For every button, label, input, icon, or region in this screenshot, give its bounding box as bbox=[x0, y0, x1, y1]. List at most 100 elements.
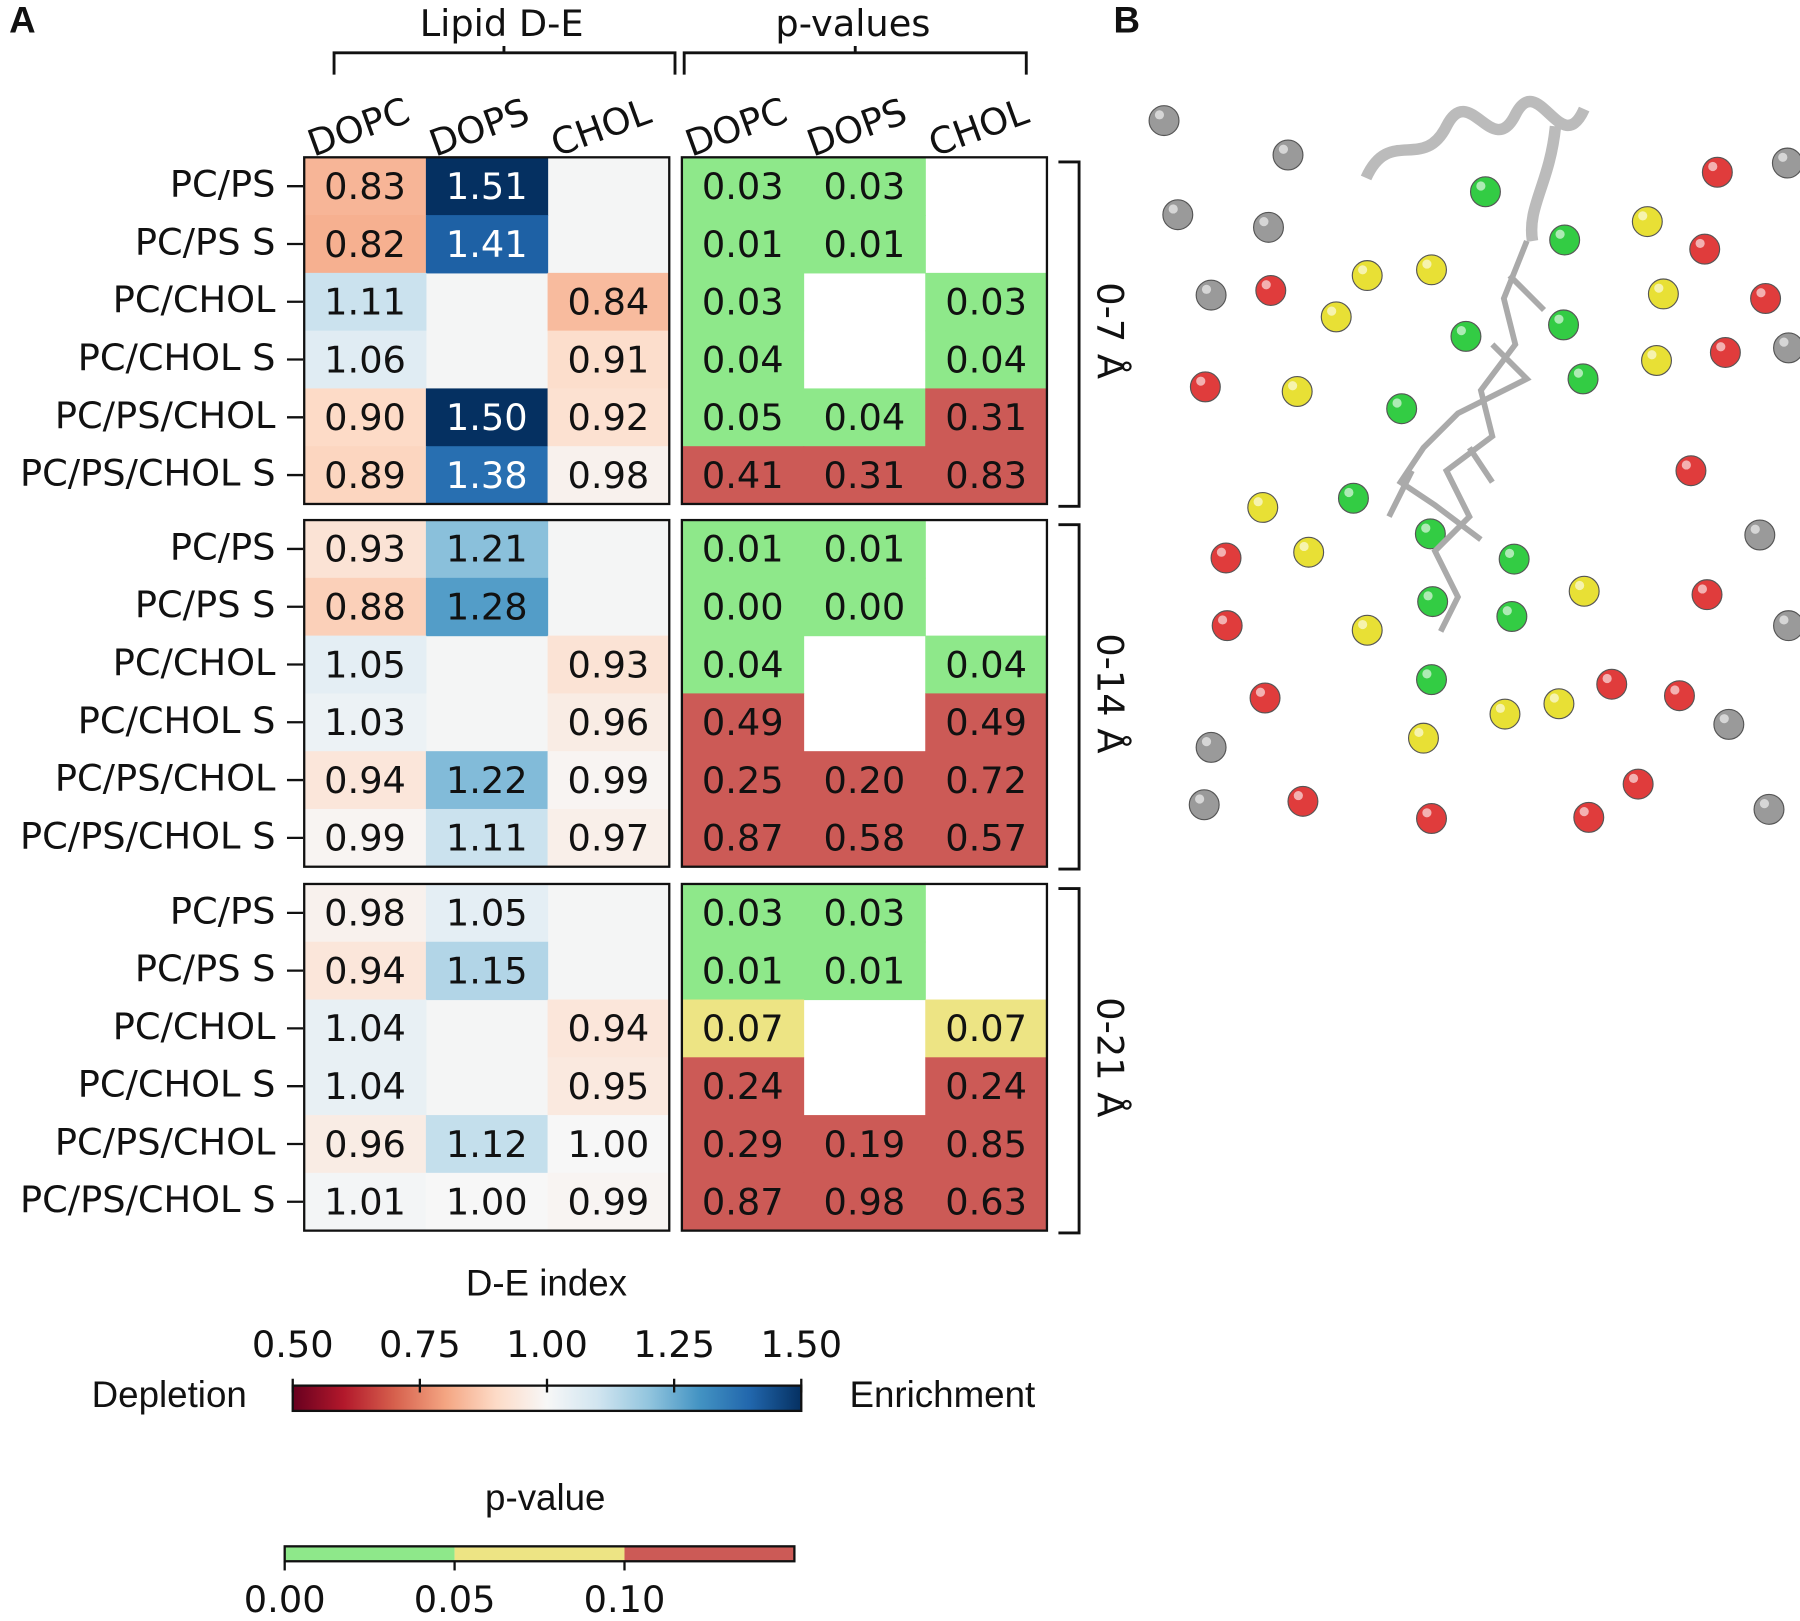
p-label: 0.04 bbox=[702, 643, 784, 686]
colorbar-frame bbox=[283, 1545, 796, 1563]
de-label: 0.83 bbox=[324, 165, 406, 208]
panel-label: B bbox=[1114, 0, 1141, 41]
de-label: 1.12 bbox=[446, 1123, 528, 1166]
p-cell bbox=[681, 577, 805, 637]
heatmap-frame bbox=[680, 156, 1049, 506]
sphere bbox=[1596, 668, 1628, 700]
column-label: DOPS bbox=[801, 90, 912, 166]
de-cell bbox=[547, 330, 670, 389]
sphere bbox=[1416, 803, 1448, 835]
de-label: 1.05 bbox=[324, 643, 406, 686]
sphere-shine bbox=[1154, 110, 1165, 120]
sphere bbox=[1496, 600, 1528, 632]
p-label: 0.31 bbox=[945, 396, 1027, 439]
p-label: 0.07 bbox=[945, 1007, 1027, 1050]
de-cell bbox=[425, 1115, 549, 1174]
colorbar-tick-label: 1.50 bbox=[760, 1323, 842, 1366]
sphere-shine bbox=[1293, 790, 1303, 801]
p-cell bbox=[681, 1115, 805, 1174]
colorbar-tick-label: 1.00 bbox=[506, 1323, 588, 1366]
de-cell bbox=[547, 635, 670, 694]
de-cell bbox=[304, 999, 427, 1058]
row-label: PC/CHOL bbox=[113, 278, 276, 321]
sphere-shine bbox=[1549, 693, 1559, 703]
sphere bbox=[1247, 491, 1279, 523]
p-cell bbox=[681, 635, 805, 694]
group-label: 0-7 Å bbox=[1088, 282, 1132, 379]
colorbar-tick-label: 0.10 bbox=[584, 1578, 666, 1621]
colorbar-tick-label: 0.00 bbox=[244, 1578, 326, 1621]
de-cell bbox=[547, 693, 670, 752]
de-cell bbox=[304, 446, 427, 505]
sphere-shine bbox=[1327, 306, 1337, 316]
sphere-shine bbox=[1259, 217, 1269, 227]
de-label: 0.96 bbox=[324, 1123, 406, 1166]
sphere-shine bbox=[1392, 398, 1402, 408]
sphere-shine bbox=[1602, 673, 1612, 684]
sphere bbox=[1351, 614, 1383, 646]
sphere bbox=[1701, 156, 1733, 188]
p-cell bbox=[925, 635, 1048, 694]
de-cell bbox=[304, 577, 427, 637]
sphere-shine bbox=[1716, 342, 1726, 352]
p-label: 0.41 bbox=[702, 454, 784, 497]
p-label: 0.00 bbox=[702, 586, 784, 629]
sphere-shine bbox=[1195, 794, 1205, 804]
de-cell bbox=[304, 883, 427, 943]
p-cell bbox=[803, 446, 926, 505]
de-cell bbox=[304, 215, 427, 274]
p-label: 0.31 bbox=[824, 454, 906, 497]
p-label: 0.03 bbox=[702, 892, 784, 935]
row-label: PC/PS/CHOL S bbox=[20, 814, 276, 857]
sphere bbox=[1293, 536, 1325, 568]
de-label: 0.82 bbox=[324, 223, 406, 266]
de-label: 0.88 bbox=[324, 586, 406, 629]
de-cell bbox=[547, 388, 670, 447]
sphere-shine bbox=[1423, 591, 1433, 601]
column-label: DOPS bbox=[424, 90, 535, 166]
sphere-shine bbox=[1201, 737, 1212, 747]
de-cell bbox=[304, 157, 427, 216]
sphere-shine bbox=[1628, 773, 1639, 783]
row-label: PC/PS S bbox=[135, 583, 276, 626]
heatmap-frame bbox=[303, 156, 671, 506]
de-cell bbox=[304, 1172, 427, 1232]
de-cell bbox=[425, 388, 549, 447]
p-cell bbox=[803, 577, 926, 637]
p-cell bbox=[925, 446, 1048, 505]
p-label: 0.00 bbox=[824, 586, 906, 629]
p-cell bbox=[681, 999, 805, 1058]
de-label: 1.22 bbox=[446, 759, 528, 802]
sphere-shine bbox=[1759, 799, 1770, 809]
de-cell bbox=[425, 157, 549, 216]
sphere bbox=[1750, 283, 1782, 315]
group-bracket bbox=[1058, 160, 1081, 508]
sphere bbox=[1675, 455, 1707, 487]
de-label: 1.15 bbox=[446, 949, 528, 992]
sphere-shine bbox=[1670, 685, 1680, 695]
de-cell bbox=[547, 808, 670, 868]
sphere bbox=[1567, 363, 1599, 395]
p-cell bbox=[681, 330, 805, 389]
sphere-shine bbox=[1422, 669, 1432, 679]
sphere-shine bbox=[1201, 284, 1212, 294]
de-label: 0.98 bbox=[324, 892, 406, 935]
sphere-shine bbox=[1504, 548, 1515, 558]
sphere bbox=[1622, 768, 1654, 800]
sphere-shine bbox=[1555, 229, 1565, 239]
de-label: 0.99 bbox=[324, 817, 406, 860]
p-label: 0.57 bbox=[945, 817, 1027, 860]
sphere-shine bbox=[1358, 619, 1368, 630]
sphere-shine bbox=[1421, 523, 1431, 533]
group-bracket bbox=[1058, 523, 1081, 871]
sphere bbox=[1573, 801, 1605, 833]
p-label: 0.98 bbox=[824, 1181, 906, 1224]
p-label: 0.24 bbox=[945, 1065, 1027, 1108]
sphere bbox=[1498, 543, 1530, 575]
p-cell bbox=[681, 446, 805, 505]
de-cell bbox=[304, 330, 427, 389]
p-label: 0.03 bbox=[824, 892, 906, 935]
p-label: 0.03 bbox=[702, 281, 784, 324]
p-cell bbox=[803, 215, 926, 274]
